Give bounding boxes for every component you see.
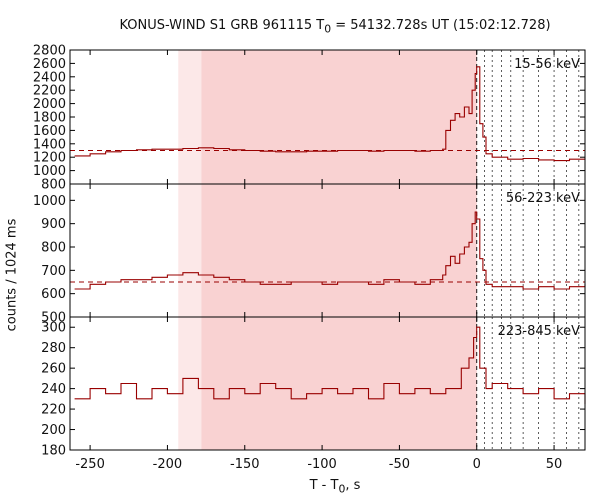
x-tick-label: -50 — [389, 457, 410, 472]
x-tick-label: -100 — [307, 457, 337, 472]
x-tick-label: -200 — [153, 457, 183, 472]
background-interval-light — [178, 50, 202, 184]
chart-title: KONUS-WIND S1 GRB 961115 T0 = 54132.728s… — [70, 18, 600, 36]
band-label-top: 15-56 keV — [514, 57, 580, 72]
y-tick-label: 900 — [41, 217, 66, 232]
y-tick-label: 240 — [41, 382, 66, 397]
x-tick-label: 50 — [546, 457, 563, 472]
y-tick-label: 300 — [41, 321, 66, 336]
y-tick-label: 800 — [41, 178, 66, 193]
series-line-middle — [74, 211, 586, 290]
panel-frame-bottom — [69, 316, 586, 451]
y-tick-label: 280 — [41, 341, 66, 356]
band-label-middle: 56-223 keV — [506, 191, 580, 206]
series-line-bottom — [74, 326, 586, 404]
y-tick-label: 1000 — [33, 194, 66, 209]
y-tick-label: 600 — [41, 287, 66, 302]
series-line-top — [74, 66, 586, 162]
background-interval — [201, 317, 477, 450]
y-tick-label: 1600 — [33, 124, 66, 139]
x-tick-label: -150 — [230, 457, 260, 472]
y-tick-label: 180 — [41, 444, 66, 459]
title-rest: = 54132.728s UT (15:02:12.728) — [331, 18, 551, 33]
y-tick-label: 800 — [41, 241, 66, 256]
y-tick-label: 200 — [41, 423, 66, 438]
background-interval — [201, 50, 477, 184]
band-label-bottom: 223-845 keV — [498, 324, 581, 339]
x-axis-label-main: T - T — [309, 478, 339, 493]
y-tick-label: 2200 — [33, 84, 66, 99]
title-main: KONUS-WIND S1 GRB 961115 T — [119, 18, 325, 33]
y-tick-label: 1400 — [33, 137, 66, 152]
y-tick-label: 220 — [41, 403, 66, 418]
background-interval — [201, 184, 477, 317]
x-axis-label: T - T0, s — [70, 478, 600, 496]
y-tick-label: 2800 — [33, 44, 66, 59]
y-tick-label: 1200 — [33, 151, 66, 166]
x-axis-label-rest: , s — [345, 478, 361, 493]
y-tick-label: 1800 — [33, 111, 66, 126]
x-tick-label: -250 — [75, 457, 105, 472]
y-tick-label: 500 — [41, 311, 66, 326]
title-subscript: 0 — [324, 22, 332, 36]
y-tick-label: 700 — [41, 264, 66, 279]
y-tick-label: 2600 — [33, 57, 66, 72]
background-interval-light — [178, 184, 202, 317]
y-tick-label: 1000 — [33, 164, 66, 179]
x-axis-label-subscript: 0 — [338, 482, 346, 496]
y-tick-label: 2400 — [33, 70, 66, 85]
y-tick-label: 2000 — [33, 97, 66, 112]
background-interval-light — [178, 317, 202, 450]
x-tick-label: 0 — [473, 457, 481, 472]
y-tick-label: 260 — [41, 362, 66, 377]
